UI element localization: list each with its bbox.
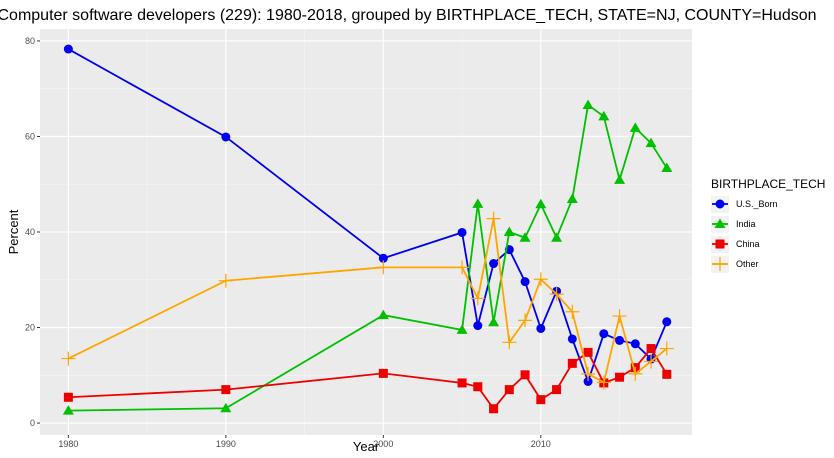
series-layer: [61, 44, 674, 415]
legend-key-plus-icon: [713, 257, 727, 271]
series-other: [61, 211, 674, 390]
data-point-india: [519, 232, 531, 242]
data-point-other: [628, 366, 643, 381]
x-tick-label: 1980: [58, 439, 78, 449]
data-point-other: [644, 354, 659, 369]
data-point-other: [486, 211, 501, 226]
y-axis-title: Percent: [6, 209, 21, 254]
data-point-india: [598, 110, 610, 121]
data-point-u-s-born: [567, 334, 577, 344]
data-point-india: [614, 174, 626, 184]
x-axis: 1980 1990 2000 2010: [58, 435, 551, 449]
data-point-other: [549, 287, 564, 302]
y-tick-label: 0: [30, 418, 35, 428]
data-point-india: [566, 193, 578, 204]
data-point-india: [220, 402, 232, 413]
data-point-india: [629, 122, 641, 132]
data-point-india: [582, 99, 594, 109]
data-point-other: [376, 260, 391, 275]
series-u-s-born: [63, 44, 672, 387]
data-point-u-s-born: [473, 321, 483, 331]
data-point-u-s-born: [599, 329, 609, 339]
data-point-u-s-born: [221, 132, 231, 142]
data-point-china: [583, 347, 593, 357]
data-point-other: [61, 351, 76, 366]
legend-item-u-s-born: U.S._Born: [711, 196, 778, 213]
x-tick-label: 2000: [373, 439, 393, 449]
x-tick-label: 1990: [216, 439, 236, 449]
data-point-china: [473, 382, 483, 392]
data-point-china: [489, 404, 499, 414]
legend-label: Other: [736, 259, 759, 269]
data-point-china: [552, 385, 562, 395]
data-point-u-s-born: [489, 259, 499, 269]
legend-key-triangle-icon: [714, 218, 726, 228]
legend-label: India: [736, 219, 756, 229]
data-point-u-s-born: [63, 44, 73, 54]
legend-item-other: Other: [711, 256, 759, 273]
data-point-u-s-born: [536, 323, 546, 333]
data-point-india: [645, 137, 657, 148]
y-tick-label: 40: [25, 227, 35, 237]
data-point-other: [455, 260, 470, 275]
x-axis-title: Year: [353, 439, 380, 454]
data-point-other: [518, 313, 533, 328]
y-tick-label: 60: [25, 131, 35, 141]
legend-label: China: [736, 239, 760, 249]
legend-title: BIRTHPLACE_TECH: [711, 177, 825, 191]
data-point-india: [472, 198, 484, 208]
legend-key-square-icon: [715, 239, 725, 249]
y-tick-label: 20: [25, 323, 35, 333]
data-point-other: [612, 309, 627, 324]
data-point-china: [615, 372, 625, 382]
data-point-china: [378, 368, 388, 378]
data-point-u-s-born: [662, 317, 672, 327]
series-india: [62, 99, 673, 415]
data-point-china: [662, 369, 672, 379]
data-point-india: [456, 324, 468, 334]
data-point-india: [503, 226, 515, 236]
y-axis: 0 20 40 60 80: [25, 36, 40, 428]
data-point-u-s-born: [583, 377, 593, 387]
legend-label: U.S._Born: [736, 199, 778, 209]
data-point-other: [581, 366, 596, 381]
legend-key-circle-icon: [715, 199, 725, 209]
data-point-india: [661, 162, 673, 172]
data-point-u-s-born: [378, 253, 388, 263]
data-point-u-s-born: [457, 227, 467, 237]
data-point-india: [62, 405, 74, 415]
y-tick-label: 80: [25, 36, 35, 46]
data-point-china: [221, 385, 231, 395]
data-point-china: [457, 378, 467, 388]
data-point-china: [63, 392, 73, 402]
data-point-other: [470, 291, 485, 306]
chart-title: Computer software developers (229): 1980…: [0, 7, 817, 24]
data-point-china: [520, 370, 530, 380]
x-tick-label: 2010: [531, 439, 551, 449]
data-point-other: [565, 304, 580, 319]
data-point-u-s-born: [615, 335, 625, 345]
data-point-other: [659, 341, 674, 356]
data-point-india: [551, 232, 563, 242]
data-point-china: [536, 395, 546, 405]
data-point-other: [502, 335, 517, 350]
data-point-china: [567, 358, 577, 368]
data-point-india: [488, 316, 500, 327]
legend-item-china: China: [711, 236, 760, 253]
data-point-other: [596, 375, 611, 390]
data-point-u-s-born: [520, 277, 530, 287]
data-point-other: [218, 273, 233, 288]
data-point-u-s-born: [630, 339, 640, 349]
data-point-other: [533, 272, 548, 287]
legend: BIRTHPLACE_TECH U.S._Born India China Other: [711, 177, 825, 273]
data-point-china: [646, 344, 656, 354]
legend-item-india: India: [711, 216, 756, 233]
major-gridlines: [40, 29, 692, 435]
data-point-india: [377, 309, 389, 320]
data-point-india: [535, 198, 547, 209]
data-point-china: [504, 385, 514, 395]
